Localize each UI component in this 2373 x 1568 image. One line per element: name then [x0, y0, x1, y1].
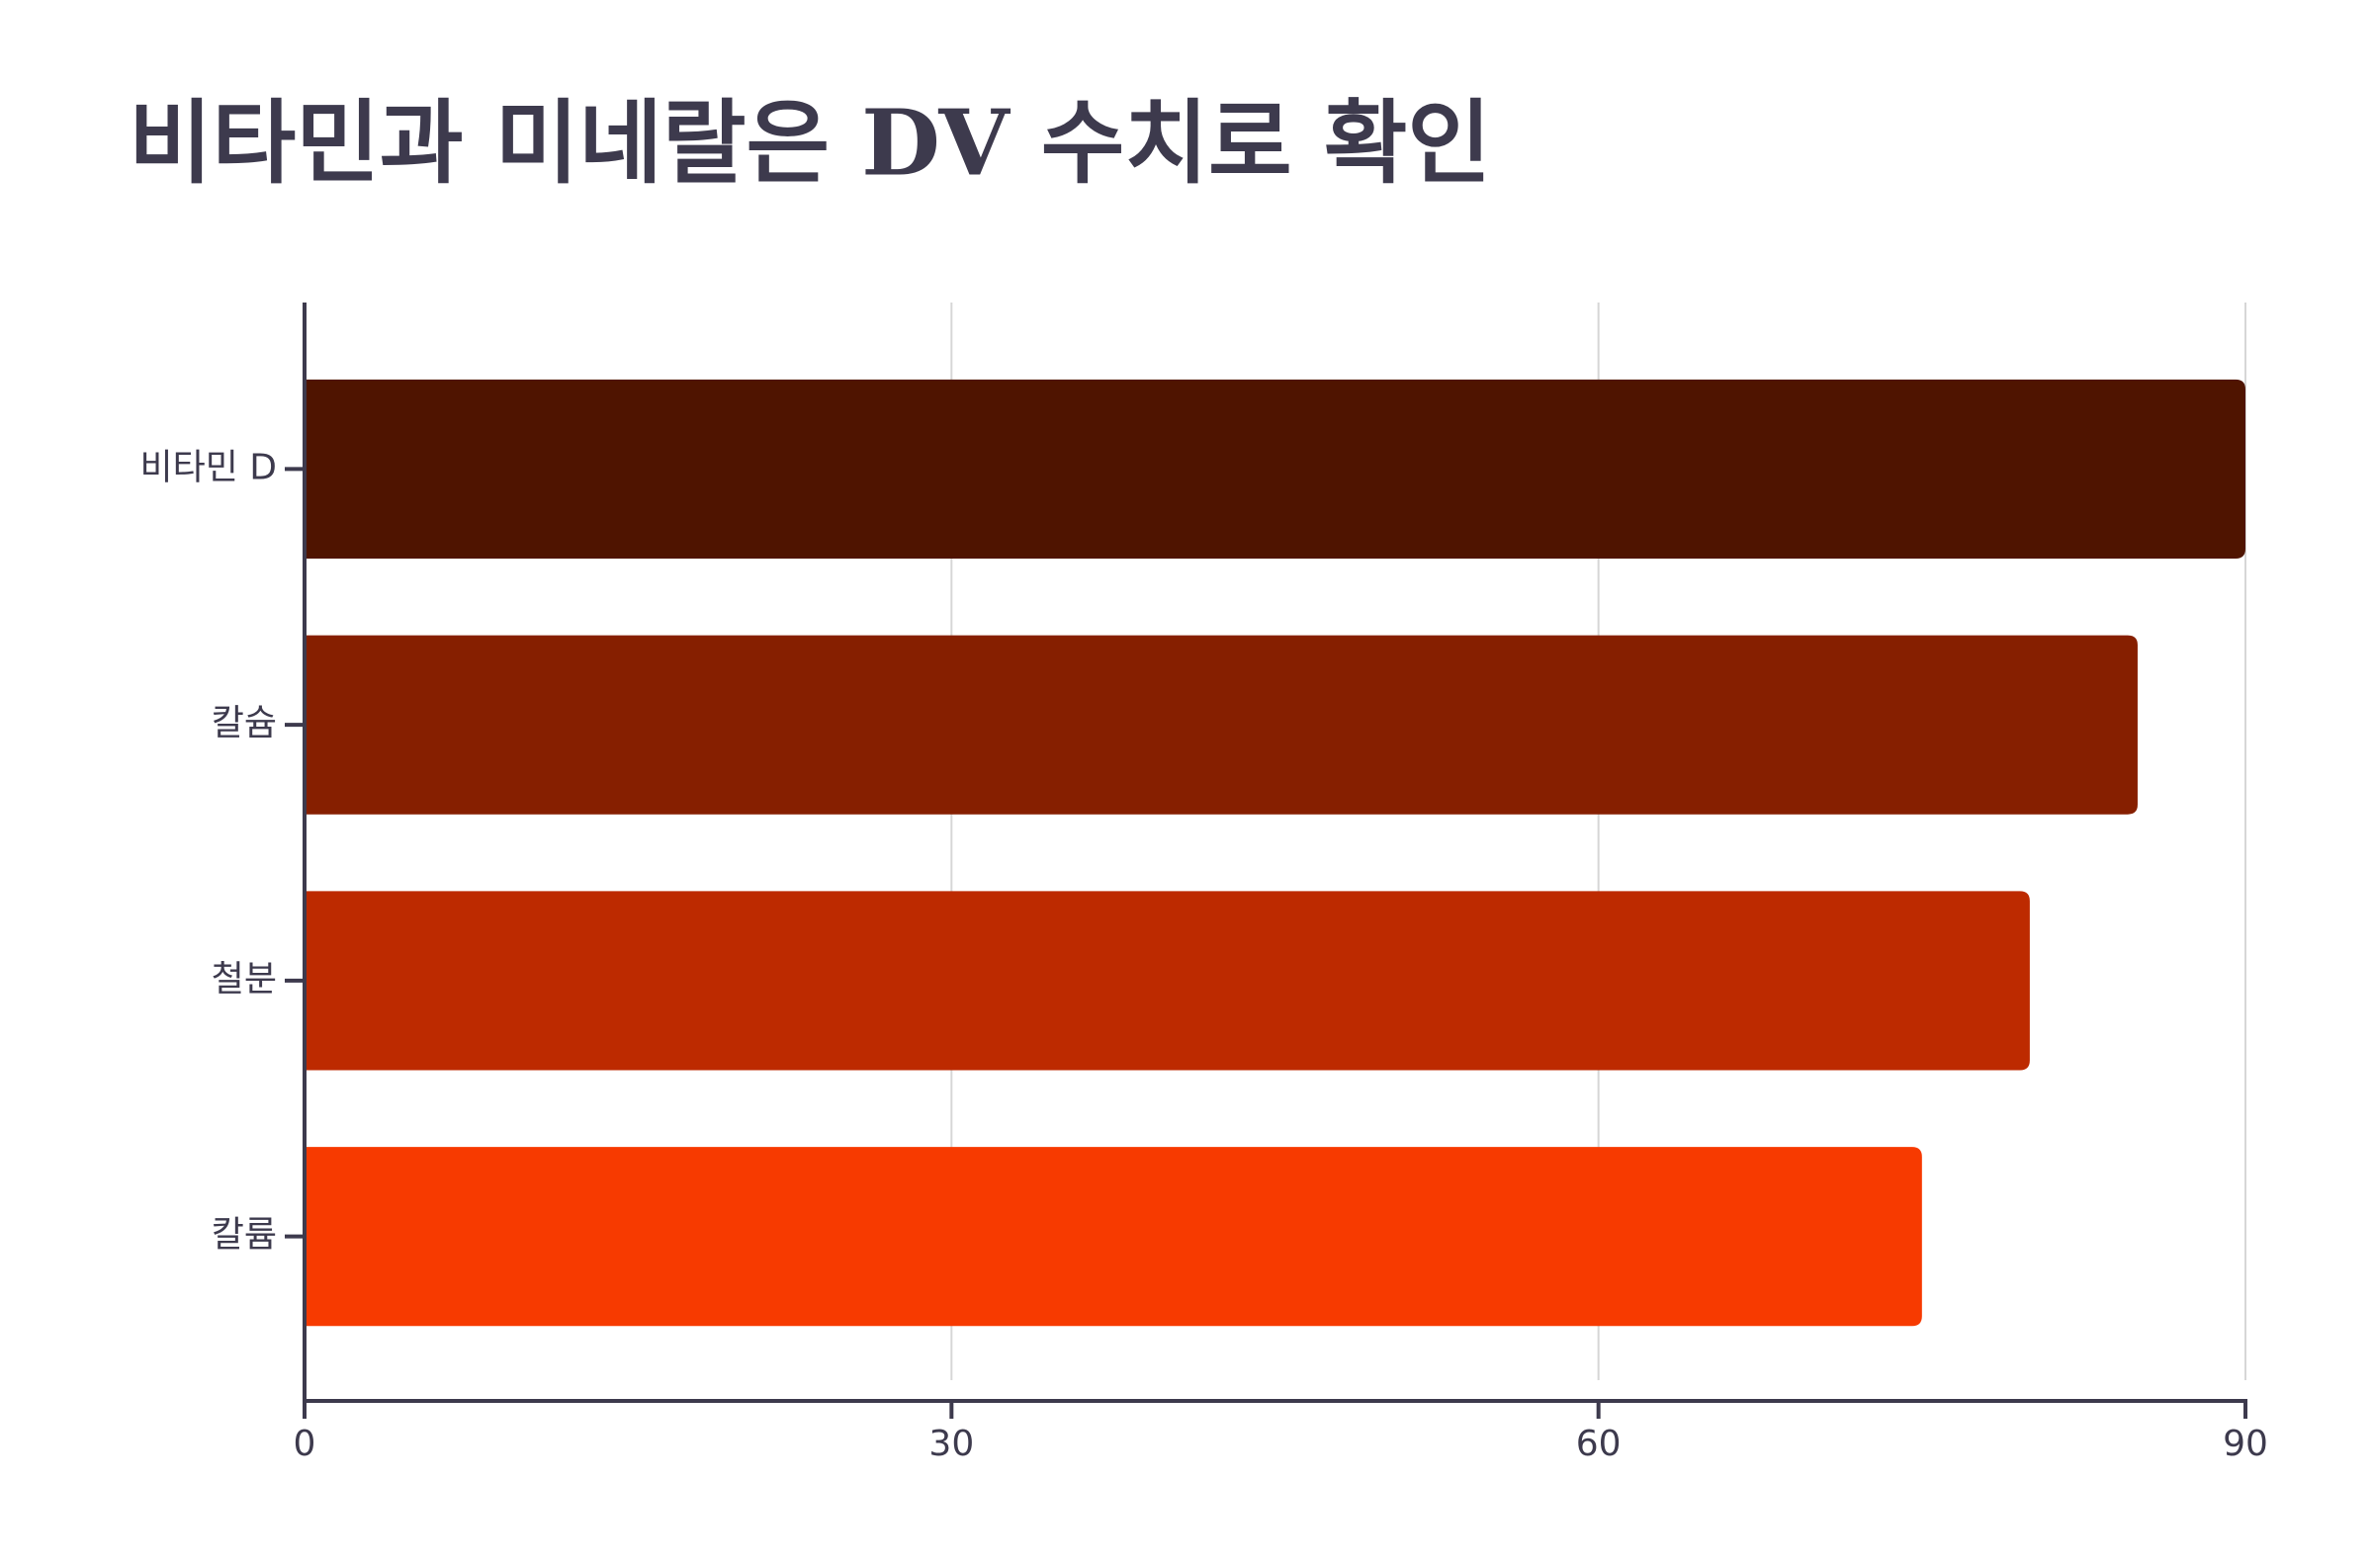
x-tick-label: 0 — [294, 1424, 316, 1464]
bar — [305, 891, 2030, 1071]
y-tick-label: 칼륨 — [212, 1215, 277, 1256]
bar — [305, 1147, 1922, 1327]
chart-title: 비타민과 미네랄은 DV 수치로 확인 — [129, 90, 1491, 197]
x-tick-label: 30 — [928, 1424, 974, 1464]
y-tick-label: 칼슘 — [212, 703, 277, 743]
x-tick-label: 60 — [1576, 1424, 1622, 1464]
x-tick-label: 90 — [2223, 1424, 2268, 1464]
y-tick-label: 비타민 D — [139, 447, 277, 487]
y-tick-label: 철분 — [212, 959, 277, 1000]
bar — [305, 635, 2138, 815]
bar — [305, 379, 2245, 559]
